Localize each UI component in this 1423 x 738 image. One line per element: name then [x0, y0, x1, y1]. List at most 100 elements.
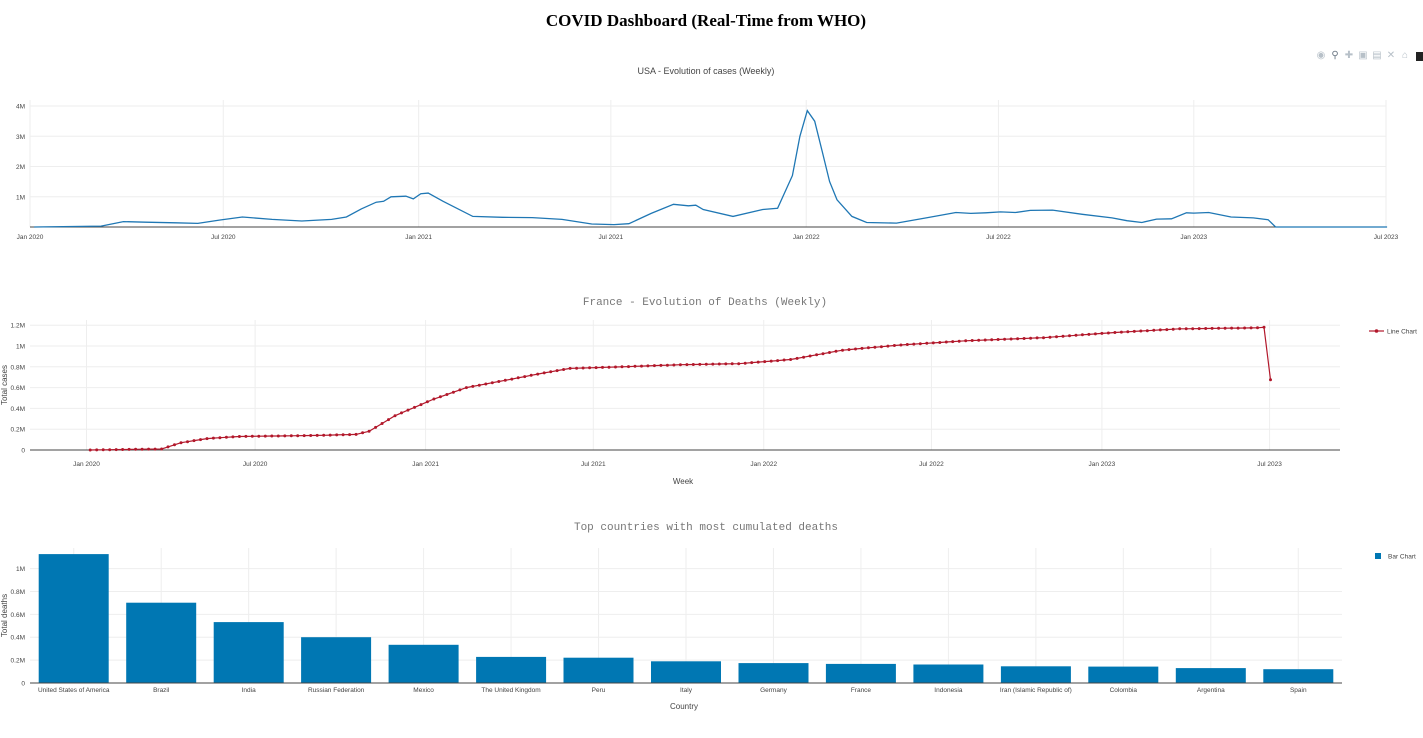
data-point — [763, 360, 767, 364]
data-point — [121, 448, 125, 451]
data-point — [1022, 337, 1026, 340]
y-tick-label: 0 — [21, 681, 25, 688]
data-point — [419, 403, 423, 407]
data-point — [516, 376, 520, 380]
data-point — [1042, 336, 1045, 340]
data-point — [918, 342, 922, 346]
data-point — [263, 434, 267, 438]
camera-icon[interactable]: ◉ — [1316, 50, 1326, 61]
data-point — [166, 445, 170, 449]
data-point — [789, 358, 793, 361]
data-point — [1068, 334, 1071, 338]
data-point — [134, 447, 138, 451]
data-point — [782, 358, 786, 362]
x-tick-label: India — [242, 687, 256, 694]
data-point — [218, 436, 222, 440]
data-point — [970, 339, 974, 342]
data-point — [1178, 327, 1182, 331]
data-point — [873, 345, 877, 349]
data-point — [1210, 326, 1214, 330]
data-point — [536, 372, 540, 376]
data-point — [1100, 331, 1104, 335]
zoom-icon[interactable]: ⚲ — [1331, 50, 1339, 61]
data-point — [1243, 326, 1247, 330]
data-point — [614, 365, 617, 369]
data-point — [665, 363, 669, 367]
x-tick-label: Jul 2023 — [1374, 234, 1399, 241]
x-tick-label: Jan 2020 — [17, 234, 44, 241]
data-point — [640, 364, 643, 368]
data-point — [335, 433, 339, 437]
data-point — [601, 365, 604, 369]
y-tick-label: 0.4M — [11, 635, 25, 642]
data-point — [270, 434, 274, 438]
data-point — [1016, 337, 1020, 341]
data-point — [367, 429, 371, 433]
x-tick-label: Jul 2020 — [243, 461, 268, 468]
data-point — [374, 425, 378, 429]
zoom-in-icon[interactable]: ▣ — [1358, 50, 1368, 61]
y-axis-title: Total deaths — [0, 594, 9, 637]
autoscale-icon[interactable]: ✕ — [1386, 50, 1396, 61]
x-tick-label: Jul 2021 — [599, 234, 624, 241]
data-point — [1158, 328, 1162, 332]
data-point — [296, 434, 300, 438]
data-point — [127, 447, 131, 451]
data-point — [951, 340, 955, 344]
data-point — [1119, 330, 1123, 334]
data-point — [704, 362, 708, 366]
france-deaths-chart[interactable]: France - Evolution of Deaths (Weekly) 0 0.… — [0, 290, 1423, 495]
data-point — [160, 447, 164, 451]
x-tick-label: Italy — [680, 687, 693, 694]
data-point — [899, 343, 903, 347]
data-point — [354, 432, 358, 436]
data-point — [1126, 330, 1130, 334]
legend-swatch — [1375, 553, 1381, 559]
y-tick-label: 0.2M — [11, 658, 25, 665]
data-point — [101, 448, 105, 452]
data-point — [1061, 334, 1065, 338]
data-point — [724, 362, 728, 366]
data-point — [451, 390, 455, 394]
data-point — [140, 447, 144, 451]
data-point — [432, 397, 436, 401]
data-point — [1048, 335, 1052, 339]
data-point — [802, 355, 806, 359]
x-tick-label: France — [851, 687, 872, 694]
x-tick-label: Germany — [760, 687, 787, 694]
data-point — [309, 434, 313, 437]
plotly-logo-icon[interactable] — [1416, 51, 1423, 61]
data-point — [510, 377, 514, 381]
bar — [738, 663, 809, 683]
usa-cases-chart[interactable]: USA - Evolution of cases (Weekly) 4M 3M 2M 1… — [0, 55, 1423, 305]
data-point — [361, 431, 365, 435]
data-point — [1236, 326, 1240, 330]
data-point — [387, 418, 390, 422]
data-point — [1035, 336, 1039, 340]
bar — [913, 664, 984, 683]
data-point — [555, 369, 559, 373]
y-tick-label: 1M — [16, 344, 25, 351]
data-point — [841, 348, 844, 352]
data-point — [393, 414, 397, 418]
data-point — [95, 448, 99, 452]
y-tick-label: 0.8M — [11, 589, 25, 596]
chart-title: USA - Evolution of cases (Weekly) — [638, 66, 775, 76]
data-point — [1197, 327, 1201, 331]
data-point — [633, 364, 637, 368]
data-point — [1191, 327, 1195, 331]
bar — [563, 657, 634, 683]
zoom-out-icon[interactable]: ▤ — [1372, 50, 1382, 61]
data-point — [186, 440, 189, 444]
y-tick-label: 2M — [16, 164, 25, 171]
reset-axes-icon[interactable]: ⌂ — [1401, 50, 1409, 61]
top-countries-deaths-chart[interactable]: Top countries with most cumulated deaths… — [0, 516, 1423, 721]
pan-icon[interactable]: ✚ — [1344, 50, 1354, 61]
data-point — [847, 348, 851, 352]
bar — [301, 637, 372, 683]
data-point — [581, 366, 585, 370]
bar — [476, 656, 547, 683]
data-point — [854, 347, 857, 351]
y-tick-label: 0 — [21, 448, 25, 455]
data-point — [1256, 326, 1259, 330]
